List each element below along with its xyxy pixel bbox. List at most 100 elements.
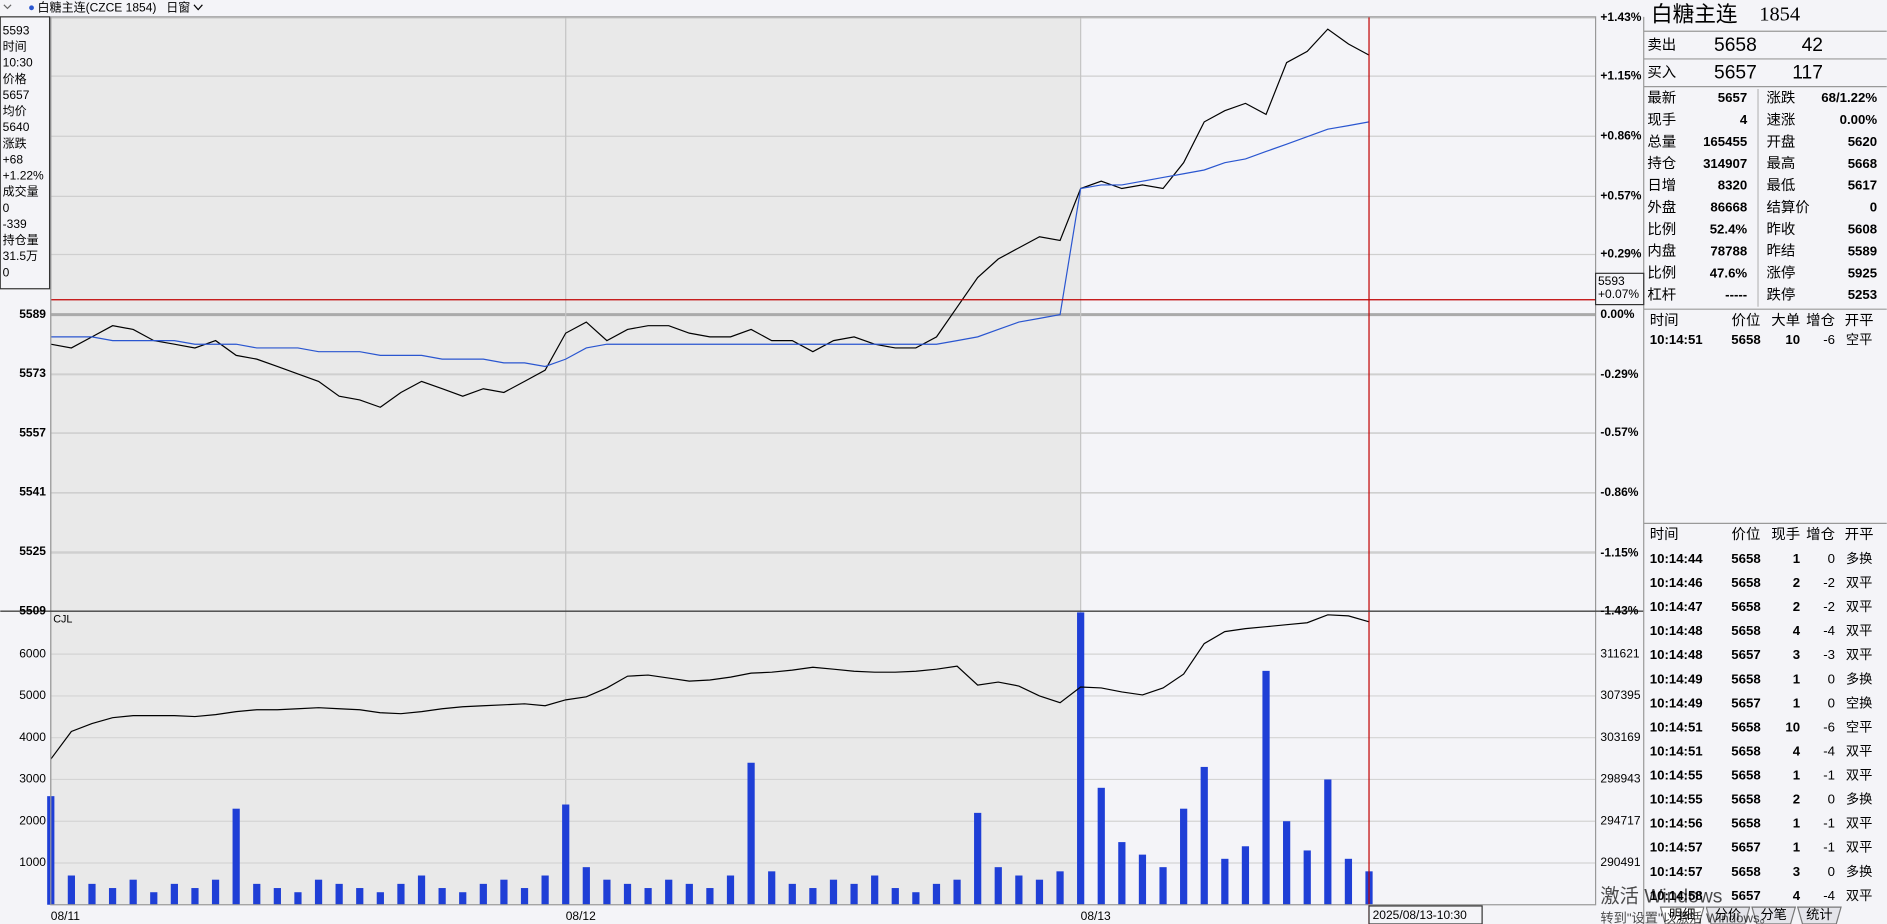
tick-cell: 10:14:46 bbox=[1650, 575, 1703, 590]
y-tick-label: 5573 bbox=[19, 366, 46, 380]
tick-cell: 双平 bbox=[1846, 768, 1872, 783]
tick-cell: 5658 bbox=[1731, 575, 1760, 590]
stat-value: ----- bbox=[1725, 287, 1747, 302]
big-order-header: 价位 bbox=[1732, 312, 1761, 329]
volume-bar bbox=[438, 888, 446, 905]
y2-tick-label: -1.43% bbox=[1600, 603, 1638, 617]
tick-cell: 10:14:47 bbox=[1650, 599, 1703, 614]
volume-bar bbox=[67, 875, 75, 905]
tab[interactable] bbox=[1751, 906, 1797, 924]
stat-label: 杠杆 bbox=[1647, 287, 1676, 304]
tick-cell: 10:14:49 bbox=[1650, 695, 1703, 710]
tick-cell: 5658 bbox=[1731, 623, 1760, 638]
y2-tick-label: +1.15% bbox=[1600, 68, 1641, 82]
big-order-header: 时间 bbox=[1650, 312, 1679, 329]
info-line: 5593 bbox=[3, 23, 30, 37]
volume-bar bbox=[623, 883, 632, 905]
big-order-header: 增仓 bbox=[1806, 312, 1835, 329]
price-line bbox=[50, 121, 1370, 368]
stat-label: 涨跌 bbox=[1766, 89, 1795, 106]
volume-bar bbox=[520, 888, 529, 905]
volume-bar bbox=[706, 888, 714, 905]
stat-label: 跌停 bbox=[1766, 287, 1795, 304]
y-tick-label: 5541 bbox=[19, 485, 46, 499]
tab[interactable] bbox=[1705, 906, 1751, 924]
info-box bbox=[0, 16, 51, 290]
tick-cell: 双平 bbox=[1846, 840, 1872, 855]
tab-label[interactable]: 分笔 bbox=[1760, 907, 1786, 922]
tick-cell: 0 bbox=[1828, 864, 1835, 879]
indicator-label: CJL bbox=[53, 613, 72, 625]
stat-value: 5620 bbox=[1848, 134, 1877, 149]
info-line: 持仓量 bbox=[3, 232, 39, 247]
tab[interactable] bbox=[1796, 906, 1842, 924]
ask-label: 卖出 bbox=[1647, 37, 1676, 54]
stat-value: 5253 bbox=[1848, 287, 1877, 302]
volume-tick-label: 4000 bbox=[19, 730, 46, 744]
volume-bar bbox=[994, 867, 1002, 905]
stat-label: 比例 bbox=[1647, 265, 1676, 282]
volume-tick-label: 1000 bbox=[19, 855, 46, 869]
volume-bar bbox=[1262, 670, 1270, 905]
y2-tick-label: +0.57% bbox=[1600, 189, 1641, 203]
stat-value: 86668 bbox=[1710, 200, 1747, 215]
stat-value: 5668 bbox=[1848, 156, 1877, 171]
volume-bar bbox=[1303, 850, 1311, 905]
big-order-header: 大单 bbox=[1771, 312, 1800, 329]
open-interest-tick-label: 311621 bbox=[1600, 646, 1640, 660]
volume-bar bbox=[644, 888, 652, 905]
tick-cell: 1 bbox=[1793, 816, 1800, 831]
tick-cell: 10:14:55 bbox=[1650, 792, 1703, 807]
info-line: 31.5万 bbox=[3, 249, 38, 263]
stat-value: 4 bbox=[1740, 112, 1748, 127]
tab-label[interactable]: 统计 bbox=[1806, 907, 1832, 922]
y2-tick-label: -0.29% bbox=[1600, 367, 1638, 381]
cursor-percent-label: +0.07% bbox=[1598, 287, 1639, 301]
y-tick-label: 5509 bbox=[19, 603, 46, 617]
volume-bar bbox=[953, 879, 961, 905]
tick-cell: 10:14:49 bbox=[1650, 671, 1703, 686]
period-selector[interactable]: 日窗 bbox=[166, 1, 190, 15]
tab-label[interactable]: 明细 bbox=[1669, 907, 1695, 922]
tick-cell: 1 bbox=[1793, 671, 1800, 686]
stat-value: 5657 bbox=[1718, 90, 1747, 105]
stat-label: 速涨 bbox=[1766, 111, 1795, 128]
volume-bar bbox=[376, 892, 384, 905]
cursor-price-box bbox=[1594, 272, 1645, 306]
x-tick-label: 08/11 bbox=[51, 909, 80, 923]
watermark: 激活 Windows bbox=[1600, 886, 1722, 908]
tick-header: 时间 bbox=[1650, 526, 1679, 543]
tick-cell: 空换 bbox=[1846, 695, 1872, 710]
tick-cell: -2 bbox=[1823, 575, 1835, 590]
plot-frame bbox=[50, 16, 1597, 906]
menu-chevron[interactable] bbox=[3, 4, 12, 10]
tick-cell: -1 bbox=[1823, 816, 1835, 831]
info-line: 5640 bbox=[3, 120, 30, 134]
volume-bar bbox=[1344, 858, 1353, 905]
tick-cell: 0 bbox=[1828, 671, 1835, 686]
symbol-label[interactable]: 白糖主连(CZCE 1854) bbox=[38, 0, 157, 15]
tab[interactable] bbox=[1659, 906, 1705, 924]
stat-value: 5925 bbox=[1848, 265, 1877, 280]
tick-cell: 3 bbox=[1793, 864, 1800, 879]
tab-label[interactable]: 分价 bbox=[1715, 907, 1741, 922]
stat-value: 5617 bbox=[1848, 178, 1877, 193]
tick-cell: 0 bbox=[1828, 792, 1835, 807]
volume-bar bbox=[170, 883, 178, 905]
cursor-time-label: 2025/08/13-10:30 bbox=[1373, 908, 1468, 922]
tick-cell: -4 bbox=[1823, 743, 1835, 758]
tick-cell: 1 bbox=[1793, 840, 1800, 855]
volume-bar bbox=[1180, 808, 1188, 905]
tick-cell: 多换 bbox=[1846, 670, 1872, 686]
open-interest-tick-label: 307395 bbox=[1600, 688, 1640, 702]
volume-tick-label: 3000 bbox=[19, 772, 46, 786]
volume-bar bbox=[459, 892, 467, 905]
tick-cell: 5658 bbox=[1731, 768, 1760, 783]
volume-bar bbox=[912, 892, 920, 905]
tick-cell: 双平 bbox=[1846, 623, 1872, 638]
volume-bar bbox=[1056, 871, 1064, 905]
tick-cell: 10:14:58 bbox=[1650, 888, 1703, 903]
tick-cell: -3 bbox=[1823, 647, 1835, 662]
tick-cell: 5658 bbox=[1731, 719, 1760, 734]
